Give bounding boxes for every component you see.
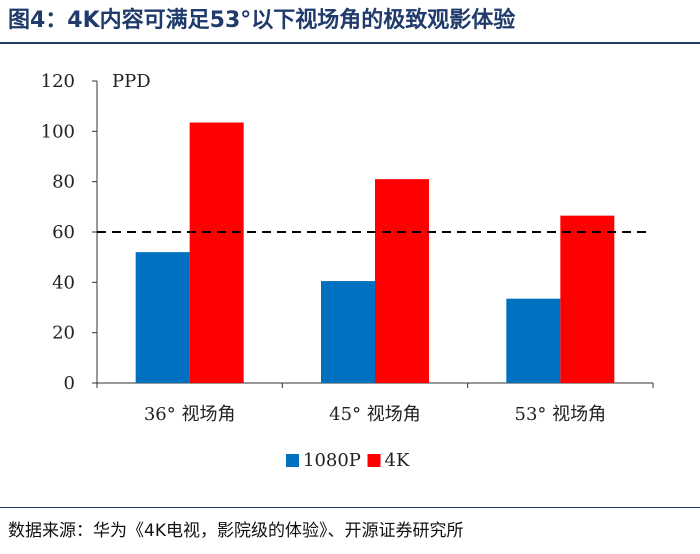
y-tick-label: 20 <box>52 323 75 344</box>
source-note: 数据来源：华为《4K电视，影院级的体验》、开源证券研究所 <box>8 521 464 541</box>
y-tick-label: 60 <box>52 222 75 243</box>
figure-title: 图4：4K内容可满足53°以下视场角的极致观影体验 <box>8 8 516 33</box>
legend-label: 4K <box>385 450 410 471</box>
x-tick-label: 36° 视场角 <box>144 404 236 425</box>
bar-4k-2 <box>375 179 429 383</box>
y-tick-label: 40 <box>52 272 75 293</box>
title-rule <box>0 42 700 44</box>
y-tick-label: 100 <box>41 121 75 142</box>
bar-4k-3 <box>560 215 615 383</box>
legend-swatch-4k <box>367 454 381 467</box>
bar-1080p-3 <box>506 298 561 383</box>
y-tick-label: 0 <box>64 373 75 394</box>
y-tick-labels: 0 20 40 60 80 100 120 <box>41 71 75 394</box>
x-tick-label: 53° 视场角 <box>515 404 607 425</box>
legend-label: 1080P <box>303 450 361 471</box>
x-tick-label: 45° 视场角 <box>329 404 421 425</box>
bar-1080p-1 <box>135 252 190 383</box>
y-tick-label: 80 <box>52 172 75 193</box>
x-tick-labels: 36° 视场角 45° 视场角 53° 视场角 <box>144 404 606 425</box>
legend-swatch-1080p <box>286 454 299 467</box>
bar-1080p-2 <box>321 281 375 383</box>
chart-legend: 1080P 4K <box>286 450 410 471</box>
bar-4k-1 <box>189 122 244 384</box>
chart-bars <box>135 122 615 384</box>
y-axis-label: PPD <box>112 71 151 92</box>
source-rule <box>0 507 700 508</box>
y-tick-label: 120 <box>41 71 75 92</box>
